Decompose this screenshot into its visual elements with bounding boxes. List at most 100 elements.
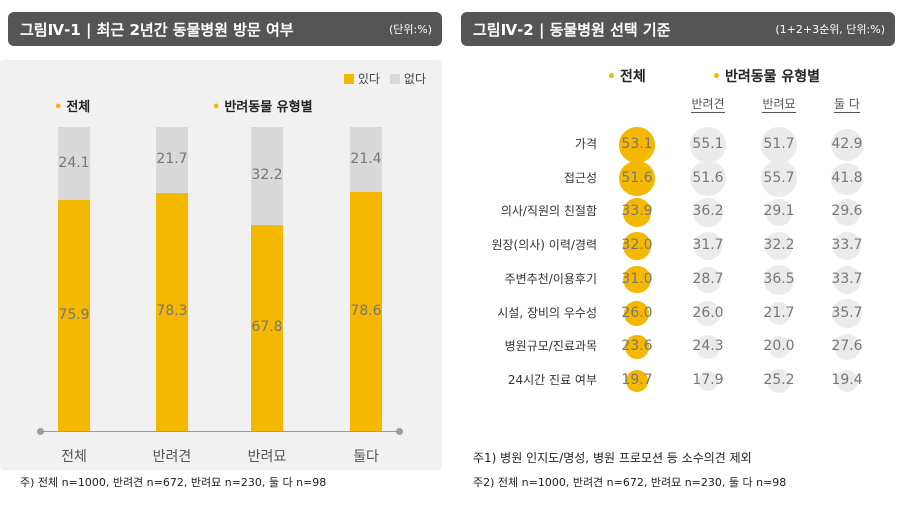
cell-value: 35.7 bbox=[831, 304, 863, 321]
group-label-total-text: 전체 bbox=[619, 69, 646, 85]
circle-total bbox=[626, 370, 648, 392]
bar-segment-yes bbox=[58, 200, 90, 431]
group-label-pet: • 반려동물 유형별 bbox=[212, 96, 313, 115]
bar-value-yes: 67.8 bbox=[251, 318, 283, 335]
bar-value-no: 24.1 bbox=[58, 154, 90, 171]
cell-value: 17.9 bbox=[692, 371, 724, 388]
cell-value: 29.6 bbox=[831, 203, 863, 220]
cell-value: 24.3 bbox=[692, 338, 724, 355]
bar-value-yes: 78.3 bbox=[156, 302, 188, 319]
x-tick-label: 반려견 bbox=[152, 449, 192, 465]
legend-label-no: 없다 bbox=[403, 72, 426, 86]
circle-pet bbox=[764, 264, 794, 295]
bullet-dot: • bbox=[54, 100, 63, 115]
group-label-pet-text: 반려동물 유형별 bbox=[224, 100, 313, 115]
bullet-dot: • bbox=[212, 100, 221, 115]
circle-pet bbox=[694, 232, 722, 260]
circle-pet bbox=[832, 265, 862, 295]
bar-value-no: 21.7 bbox=[156, 150, 188, 167]
bar-segment-yes bbox=[156, 192, 188, 431]
column-header: 반려견 bbox=[691, 97, 725, 113]
row-label: 주변추천/이용후기 bbox=[504, 271, 597, 286]
cell-value: 19.4 bbox=[831, 371, 863, 388]
circle-pet bbox=[766, 368, 792, 394]
circle-pet bbox=[695, 335, 721, 360]
bar-value-no: 21.4 bbox=[350, 150, 382, 167]
cell-value: 55.1 bbox=[692, 136, 724, 152]
circle-total bbox=[622, 198, 652, 227]
criteria-title: 그림Ⅳ-2 | 동물병원 선택 기준 bbox=[473, 20, 671, 39]
cell-value: 41.8 bbox=[831, 169, 863, 186]
visit-chart-legend: 있다 없다 bbox=[343, 70, 426, 87]
cell-value: 36.2 bbox=[692, 203, 724, 220]
row-label: 24시간 진료 여부 bbox=[507, 372, 597, 387]
circle-pet bbox=[761, 127, 797, 163]
circle-total bbox=[625, 335, 649, 360]
bar-segment-yes bbox=[251, 224, 283, 431]
bullet-dot: • bbox=[607, 69, 616, 85]
column-header: 둘 다 bbox=[834, 97, 860, 113]
legend-swatch-yes bbox=[343, 74, 354, 84]
bar-segment-no bbox=[251, 127, 283, 225]
cell-value: 51.6 bbox=[692, 169, 724, 186]
cell-value: 33.9 bbox=[621, 203, 653, 220]
bar-segment-no bbox=[350, 127, 382, 193]
x-tick-label: 둘다 bbox=[353, 449, 379, 465]
circle-pet bbox=[690, 161, 726, 197]
bar-value-yes: 75.9 bbox=[58, 306, 90, 323]
cell-value: 42.9 bbox=[831, 136, 863, 152]
visit-chart-title-bar: 그림Ⅳ-1 | 최근 2년간 동물병원 방문 여부 (단위:%) bbox=[8, 12, 442, 46]
circle-pet bbox=[768, 336, 790, 359]
row-label: 병원규모/진료과목 bbox=[504, 339, 597, 354]
cell-value: 21.7 bbox=[763, 304, 795, 321]
circle-pet bbox=[834, 334, 860, 361]
group-label-pet: • 반려동물 유형별 bbox=[712, 66, 820, 86]
legend-item-yes: 있다 bbox=[343, 70, 380, 87]
circle-pet bbox=[693, 197, 723, 228]
cell-value: 33.7 bbox=[831, 237, 863, 254]
cell-value: 32.0 bbox=[621, 237, 653, 254]
bar-segment-no bbox=[58, 127, 90, 201]
circle-pet bbox=[833, 199, 861, 226]
bar-value-no: 32.2 bbox=[251, 166, 283, 183]
visit-chart-title: 그림Ⅳ-1 | 최근 2년간 동물병원 방문 여부 bbox=[20, 20, 294, 39]
circle-pet bbox=[765, 232, 793, 260]
cell-value: 23.6 bbox=[621, 338, 653, 355]
criteria-note-1: 주1) 병원 인지도/명성, 병원 프로모션 등 소수의견 제외 bbox=[473, 451, 752, 465]
group-label-pet-text: 반려동물 유형별 bbox=[724, 69, 820, 85]
circle-pet bbox=[694, 266, 722, 293]
x-tick-label: 반려묘 bbox=[247, 449, 287, 465]
circle-pet bbox=[832, 231, 862, 261]
x-axis-line bbox=[40, 431, 400, 432]
criteria-unit: (1+2+3순위, 단위:%) bbox=[775, 23, 885, 36]
circle-pet bbox=[765, 199, 793, 226]
cell-value: 31.0 bbox=[621, 270, 653, 287]
circle-pet bbox=[767, 302, 791, 325]
axis-end-dot-left bbox=[37, 428, 44, 435]
criteria-note-2: 주2) 전체 n=1000, 반려견 n=672, 반려묘 n=230, 둘 다… bbox=[473, 476, 787, 489]
legend-item-no: 없다 bbox=[389, 70, 426, 87]
bar-segment-yes bbox=[350, 192, 382, 431]
cell-value: 36.5 bbox=[763, 270, 795, 287]
group-label-total: • 전체 bbox=[607, 66, 646, 86]
cell-value: 20.0 bbox=[763, 338, 795, 355]
bullet-dot: • bbox=[712, 69, 721, 85]
circle-pet bbox=[836, 370, 858, 392]
cell-value: 26.0 bbox=[692, 304, 724, 321]
circle-total bbox=[623, 266, 651, 294]
circle-pet bbox=[695, 300, 721, 326]
cell-value: 31.7 bbox=[692, 237, 724, 254]
axis-end-dot-right bbox=[396, 428, 403, 435]
cell-value: 55.7 bbox=[763, 169, 795, 186]
circle-total bbox=[624, 300, 650, 326]
cell-value: 25.2 bbox=[763, 371, 795, 388]
circle-pet bbox=[689, 126, 727, 164]
circle-pet bbox=[697, 370, 719, 392]
column-header: 반려묘 bbox=[762, 97, 796, 113]
criteria-table-panel: 그림Ⅳ-2 | 동물병원 선택 기준 (1+2+3순위, 단위:%) • 전체 •… bbox=[459, 0, 900, 509]
bar-value-yes: 78.6 bbox=[350, 302, 382, 319]
visit-chart-unit: (단위:%) bbox=[389, 23, 432, 36]
cell-value: 19.7 bbox=[621, 371, 653, 388]
group-label-total-text: 전체 bbox=[66, 100, 91, 115]
criteria-title-bar: 그림Ⅳ-2 | 동물병원 선택 기준 (1+2+3순위, 단위:%) bbox=[461, 12, 895, 46]
